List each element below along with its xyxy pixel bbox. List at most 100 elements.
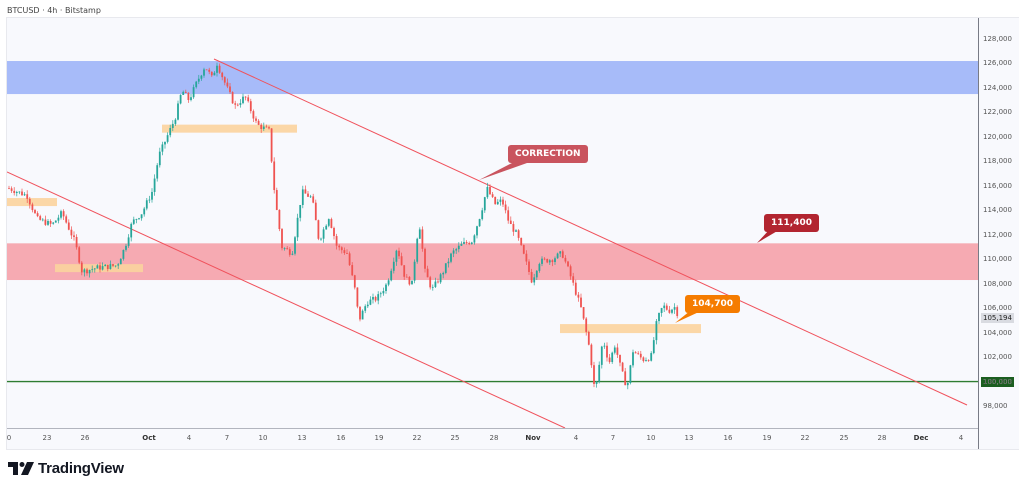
price-tick: 114,000 bbox=[983, 206, 1012, 215]
chart-plot-area[interactable]: CORRECTION 111,400 104,700 bbox=[7, 18, 978, 428]
price-tick: 104,000 bbox=[983, 328, 1012, 337]
candle-body bbox=[138, 218, 140, 220]
candle-body bbox=[660, 308, 663, 313]
candle-body bbox=[26, 194, 29, 199]
candle-body bbox=[509, 220, 512, 225]
candle-body bbox=[476, 226, 478, 236]
candle-body bbox=[452, 250, 455, 254]
candle-body bbox=[530, 271, 533, 283]
time-tick: 19 bbox=[374, 434, 384, 442]
candle-body bbox=[447, 261, 450, 264]
candle-body bbox=[218, 65, 221, 73]
candle-body bbox=[229, 86, 231, 93]
candle-body bbox=[538, 263, 541, 271]
candle-body bbox=[429, 277, 432, 288]
candle-body bbox=[507, 210, 510, 221]
candle-body bbox=[205, 69, 208, 71]
candle-body bbox=[143, 208, 146, 215]
candle-body bbox=[621, 362, 624, 372]
candle-body bbox=[590, 344, 593, 366]
time-tick: 7 bbox=[610, 434, 616, 442]
time-tick: 25 bbox=[839, 434, 849, 442]
price-axis[interactable]: 105,194 100,000 128,000 126,000 124,000 122… bbox=[978, 18, 1019, 449]
candle-body bbox=[236, 104, 239, 106]
candle-body bbox=[512, 224, 515, 232]
candle-body bbox=[67, 222, 70, 230]
time-tick: 13 bbox=[684, 434, 694, 442]
candle-body bbox=[91, 269, 94, 271]
candle-body bbox=[392, 261, 395, 271]
price-tick: 124,000 bbox=[983, 83, 1012, 92]
candle-body bbox=[372, 296, 374, 300]
time-tick: Nov bbox=[525, 434, 541, 442]
candle-body bbox=[346, 253, 348, 254]
time-tick: 28 bbox=[877, 434, 887, 442]
candle-body bbox=[135, 219, 138, 220]
candle-body bbox=[624, 371, 627, 386]
candle-body bbox=[548, 260, 551, 263]
candle-body bbox=[353, 275, 356, 288]
candle-body bbox=[174, 119, 177, 124]
support-price-badge: 100,000 bbox=[981, 376, 1014, 387]
candle-body bbox=[268, 127, 270, 129]
candle-body bbox=[34, 210, 36, 214]
candle-body bbox=[377, 294, 380, 301]
candle-body bbox=[88, 269, 91, 274]
candle-body bbox=[39, 216, 42, 220]
candle-body bbox=[515, 230, 517, 232]
candle-body bbox=[658, 312, 660, 322]
candle-body bbox=[593, 365, 595, 384]
candle-body bbox=[652, 340, 655, 354]
candle-body bbox=[262, 126, 265, 129]
candle-body bbox=[463, 242, 465, 244]
candle-body bbox=[473, 235, 476, 243]
candle-body bbox=[86, 269, 88, 274]
candle-body bbox=[255, 118, 257, 121]
candle-body bbox=[616, 347, 619, 355]
candle-body bbox=[15, 191, 18, 193]
candle-body bbox=[70, 229, 73, 236]
candlestick-chart bbox=[7, 58, 978, 428]
candle-body bbox=[639, 353, 642, 358]
candle-body bbox=[424, 248, 426, 269]
candle-body bbox=[31, 204, 34, 211]
candle-body bbox=[520, 237, 523, 246]
candle-body bbox=[226, 82, 229, 87]
candle-body bbox=[249, 101, 252, 112]
candle-body bbox=[567, 261, 569, 267]
candle-body bbox=[96, 265, 99, 269]
candle-body bbox=[455, 249, 458, 251]
candle-body bbox=[502, 199, 504, 205]
price-tick: 106,000 bbox=[983, 304, 1012, 313]
time-tick: 16 bbox=[336, 434, 346, 442]
current-price-badge: 105,194 bbox=[981, 313, 1014, 324]
minor-level-late-sep bbox=[55, 264, 143, 273]
candle-body bbox=[216, 65, 218, 73]
candle-body bbox=[634, 352, 637, 354]
candle-body bbox=[364, 306, 367, 311]
time-axis[interactable]: 0 23 26 Oct 4 7 10 13 16 19 22 25 28 Nov 4 7 10 13 16 19 22 2… bbox=[7, 428, 978, 450]
candle-body bbox=[112, 264, 114, 266]
time-tick: 19 bbox=[762, 434, 772, 442]
candle-body bbox=[278, 209, 281, 230]
time-tick: 4 bbox=[958, 434, 964, 442]
callout-correction-tail bbox=[479, 163, 527, 180]
candle-body bbox=[49, 220, 52, 224]
candle-body bbox=[465, 242, 468, 244]
candle-body bbox=[348, 253, 351, 266]
chart-frame: CORRECTION 111,400 104,700 105,194 100,0… bbox=[6, 17, 1019, 450]
callout-104-tail bbox=[675, 311, 701, 323]
candle-body bbox=[57, 217, 60, 221]
candle-body bbox=[504, 204, 507, 211]
time-tick: Dec bbox=[913, 434, 929, 442]
candle-body bbox=[554, 258, 556, 263]
price-tick: 108,000 bbox=[983, 279, 1012, 288]
candle-body bbox=[351, 265, 354, 276]
candle-body bbox=[361, 310, 364, 320]
time-tick: 26 bbox=[80, 434, 90, 442]
candle-body bbox=[288, 249, 291, 255]
candle-body bbox=[23, 194, 26, 196]
candle-body bbox=[286, 248, 289, 250]
candle-body bbox=[647, 360, 650, 361]
price-tick: 102,000 bbox=[983, 353, 1012, 362]
